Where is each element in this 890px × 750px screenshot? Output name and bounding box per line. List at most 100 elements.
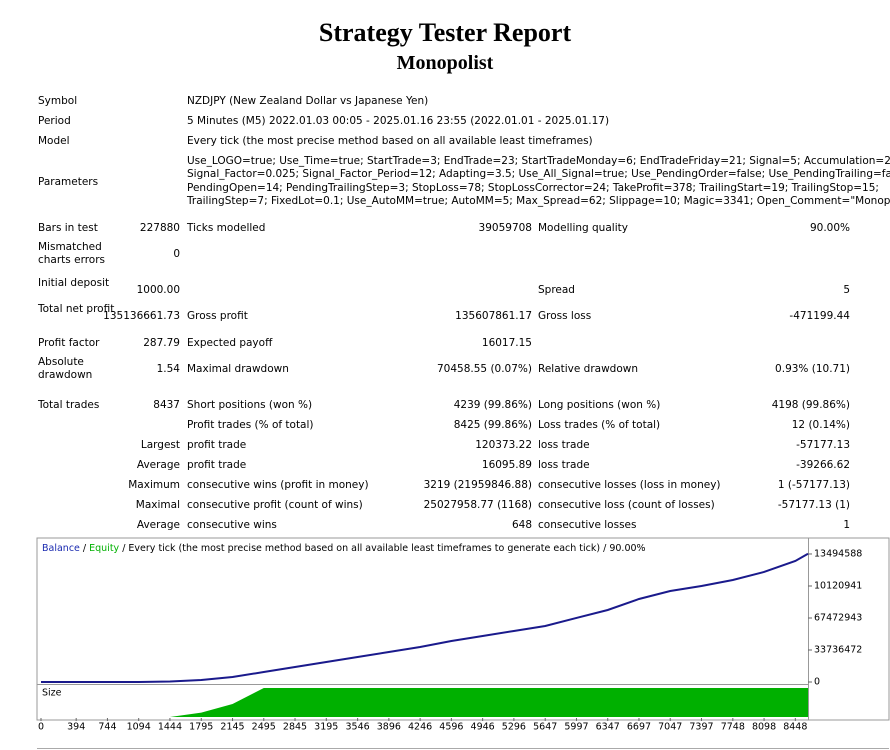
row-label: loss trade — [538, 438, 590, 451]
row-value: Maximum — [128, 478, 180, 491]
row-value: 1 — [843, 518, 850, 531]
x-tick-label: 2495 — [252, 722, 276, 733]
row-label: loss trade — [538, 458, 590, 471]
row-value: 8437 — [153, 398, 180, 411]
balance-line — [41, 552, 809, 683]
row-label: Symbol — [38, 94, 78, 107]
x-tick-label: 2145 — [220, 722, 244, 733]
row-label: Relative drawdown — [538, 362, 639, 375]
row-label: Modelling quality — [538, 221, 628, 234]
row-value: NZDJPY (New Zealand Dollar vs Japanese Y… — [187, 94, 429, 107]
chart-frame — [36, 537, 890, 721]
x-tick-label: 1094 — [127, 722, 151, 733]
row-value: 1.54 — [156, 362, 180, 375]
row-value: 287.79 — [143, 336, 180, 349]
row-value: 39059708 — [478, 221, 532, 234]
row-label: Expected payoff — [187, 336, 273, 349]
report-subtitle: Monopolist — [396, 52, 494, 74]
x-tick-label: 394 — [67, 722, 85, 733]
row-value: -471199.44 — [789, 309, 850, 322]
row-value: Average — [136, 458, 180, 471]
row-value: 1 (-57177.13) — [777, 478, 850, 491]
row-label: Total trades — [38, 398, 100, 411]
row-value: 1000.00 — [136, 283, 180, 296]
row-label: Maximal drawdown — [187, 362, 289, 375]
row-value: 8425 (99.86%) — [453, 418, 532, 431]
row-label: Short positions (won %) — [187, 398, 313, 411]
row-value: 135136661.73 — [103, 309, 180, 322]
legend-item: / Every tick (the most precise method ba… — [119, 543, 645, 554]
row-label: consecutive loss (count of losses) — [538, 498, 715, 511]
legend-item: Balance — [42, 543, 80, 554]
x-tick-label: 1444 — [158, 722, 182, 733]
row-label: Long positions (won %) — [538, 398, 661, 411]
row-label: Ticks modelled — [187, 221, 266, 234]
row-value: 227880 — [139, 221, 180, 234]
row-value: Maximal — [135, 498, 180, 511]
x-tick-label: 744 — [98, 722, 116, 733]
x-tick-label: 4246 — [408, 722, 432, 733]
y-tick-label: 0 — [814, 677, 820, 688]
x-tick-label: 0 — [38, 722, 44, 733]
row-value: Largest — [140, 438, 180, 451]
row-value: 12 (0.14%) — [791, 418, 850, 431]
row-value: 5 — [843, 283, 850, 296]
report-title: Strategy Tester Report — [318, 18, 572, 47]
row-value: -39266.62 — [796, 458, 850, 471]
row-value: Average — [136, 518, 180, 531]
row-label: Mismatched charts errors — [38, 241, 105, 266]
y-tick-label: 13494588 — [814, 548, 862, 559]
row-label: Initial deposit — [38, 277, 110, 289]
x-tick-label: 5997 — [564, 722, 588, 733]
x-tick-label: 8098 — [752, 722, 776, 733]
row-value: 135607861.17 — [455, 309, 532, 322]
size-area — [41, 688, 808, 717]
row-label: Profit trades (% of total) — [187, 418, 314, 431]
row-label: Absolute drawdown — [38, 356, 93, 381]
size-label: Size — [42, 688, 62, 699]
row-value: 0 — [173, 247, 180, 260]
row-value: -57177.13 (1) — [777, 498, 850, 511]
x-tick-label: 3896 — [377, 722, 401, 733]
x-tick-label: 5296 — [502, 722, 526, 733]
row-label: consecutive wins — [187, 518, 277, 531]
row-value: 16095.89 — [481, 458, 532, 471]
legend: Balance / Equity / Every tick (the most … — [42, 543, 646, 554]
parameters-line: TrailingStep=7; FixedLot=0.1; Use_AutoMM… — [187, 195, 890, 207]
row-value: 4198 (99.86%) — [771, 398, 850, 411]
row-value: -57177.13 — [796, 438, 850, 451]
row-label: Loss trades (% of total) — [538, 418, 661, 431]
x-tick-label: 6697 — [627, 722, 651, 733]
row-label: consecutive profit (count of wins) — [187, 498, 363, 511]
row-label: Spread — [538, 283, 575, 296]
x-tick-label: 3546 — [346, 722, 370, 733]
parameters-line: PendingOpen=14; PendingTrailingStep=3; S… — [187, 181, 879, 194]
parameters-line: Use_LOGO=true; Use_Time=true; StartTrade… — [187, 154, 890, 167]
row-value: 4239 (99.86%) — [453, 398, 532, 411]
row-value: 90.00% — [809, 221, 850, 234]
parameters-line: Signal_Factor=0.025; Signal_Factor_Perio… — [187, 168, 890, 180]
row-label: profit trade — [187, 438, 247, 451]
row-value: 120373.22 — [475, 438, 532, 451]
row-label: Parameters — [38, 175, 99, 188]
x-tick-label: 2845 — [283, 722, 307, 733]
x-tick-label: 8448 — [783, 722, 807, 733]
x-tick-label: 4596 — [439, 722, 463, 733]
x-tick-label: 4946 — [471, 722, 495, 733]
x-tick-label: 7047 — [658, 722, 682, 733]
x-tick-label: 3195 — [314, 722, 338, 733]
row-label: Gross profit — [187, 309, 248, 322]
row-label: consecutive losses — [538, 518, 637, 531]
row-value: 16017.15 — [481, 336, 532, 349]
y-tick-label: 67472943 — [814, 612, 862, 623]
row-label: consecutive losses (loss in money) — [538, 478, 721, 491]
row-value: 0.93% (10.71) — [775, 362, 850, 375]
row-label: Period — [38, 114, 71, 127]
legend-item: Equity — [89, 543, 119, 554]
row-value: 25027958.77 (1168) — [423, 498, 532, 511]
row-value: 3219 (21959846.88) — [423, 478, 532, 491]
x-tick-label: 7748 — [721, 722, 745, 733]
row-label: Model — [38, 134, 70, 147]
